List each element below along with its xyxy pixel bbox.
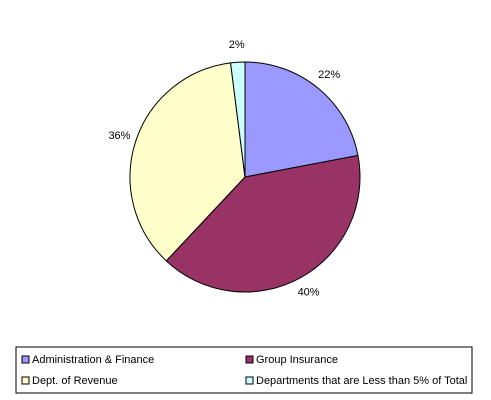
legend-label: Departments that are Less than 5% of Tot… xyxy=(256,375,467,387)
legend-label: Group Insurance xyxy=(256,354,338,366)
legend-swatch xyxy=(245,376,254,385)
legend-swatch xyxy=(21,355,30,364)
data-label: 22% xyxy=(318,69,340,81)
pie-slice xyxy=(230,61,246,178)
data-label: 36% xyxy=(108,130,130,142)
legend-swatch xyxy=(21,376,30,385)
pie-slice xyxy=(244,61,359,178)
legend-swatch xyxy=(245,355,254,364)
pie-slice xyxy=(129,62,246,262)
pie-slice xyxy=(165,154,361,293)
data-label: 40% xyxy=(298,287,320,299)
legend-label: Administration & Finance xyxy=(32,354,154,366)
data-label: 2% xyxy=(229,39,245,51)
legend-box xyxy=(15,346,473,394)
legend-label: Dept. of Revenue xyxy=(32,375,118,387)
